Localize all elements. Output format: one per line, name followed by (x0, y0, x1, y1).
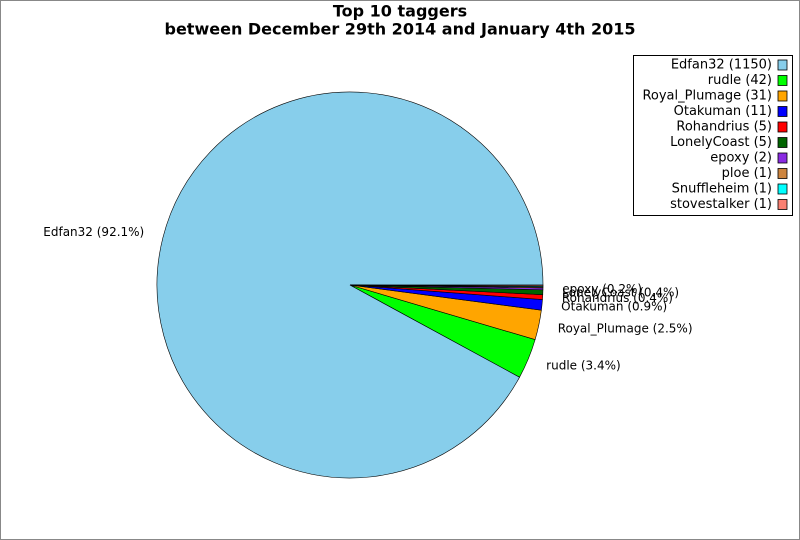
slice-label: Royal_Plumage (2.5%) (558, 322, 693, 336)
legend-label: Otakuman (11) (674, 104, 772, 119)
legend-label: LonelyCoast (5) (670, 135, 772, 150)
legend-label: Edfan32 (1150) (671, 58, 772, 73)
legend-swatch (777, 106, 788, 117)
legend-label: Snuffleheim (1) (672, 182, 772, 197)
legend-swatch (777, 59, 788, 71)
slice-label: Otakuman (0.9%) (561, 299, 667, 313)
legend-label: epoxy (2) (710, 151, 772, 166)
chart-subtitle: between December 29th 2014 and January 4… (165, 20, 636, 39)
legend-box (633, 55, 793, 216)
legend-swatch (777, 121, 788, 133)
slice-label: Rohandrius (0.4%) (562, 291, 673, 305)
legend-swatch (777, 75, 788, 86)
legend-swatch (777, 152, 788, 164)
legend-label: Royal_Plumage (31) (642, 89, 772, 104)
legend-swatch (777, 137, 788, 148)
legend-swatch (777, 199, 788, 210)
slice-label: rudle (3.4%) (546, 359, 621, 373)
legend-swatch (777, 90, 788, 102)
slice-label: LonelyCoast (0.4%) (562, 286, 679, 300)
slice-label: Edfan32 (92.1%) (43, 225, 144, 239)
legend-swatch (777, 183, 788, 195)
legend-label: stovestalker (1) (670, 197, 772, 212)
legend-swatch (777, 168, 788, 179)
slice-label: epoxy (0.2%) (562, 282, 642, 296)
chart-title: Top 10 taggers (333, 2, 467, 21)
legend-label: Rohandrius (5) (676, 120, 772, 135)
legend-label: rudle (42) (708, 73, 772, 88)
pie-slice (349, 284, 544, 287)
legend-label: ploe (1) (722, 166, 772, 181)
